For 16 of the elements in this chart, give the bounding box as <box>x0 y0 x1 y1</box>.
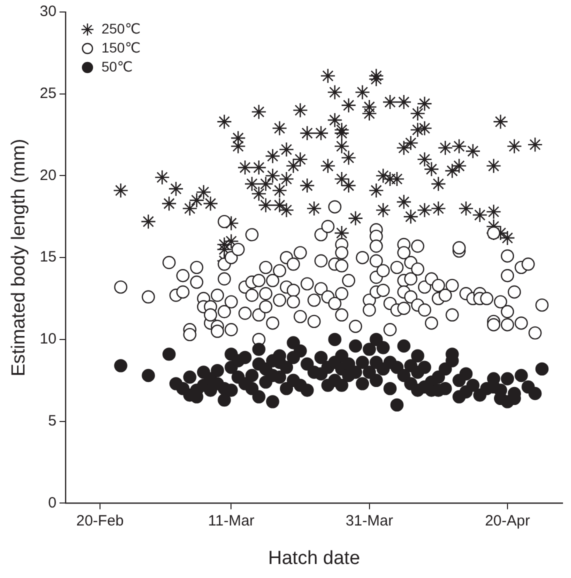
x-tick-label: 11-Mar <box>208 512 254 530</box>
legend-label: 250℃ <box>101 20 141 36</box>
x-axis-title: Hatch date <box>268 548 360 569</box>
y-tick-label: 5 <box>48 412 56 430</box>
x-tick-label: 20-Feb <box>76 512 124 530</box>
y-tick-label: 20 <box>40 166 56 184</box>
y-tick-label: 30 <box>40 3 56 20</box>
y-tick-label: 15 <box>40 248 56 266</box>
y-tick-label: 10 <box>40 330 56 348</box>
x-tick-label: 31-Mar <box>346 512 394 530</box>
y-tick-label: 0 <box>48 494 56 512</box>
y-axis-title: Estimated body length (mm) <box>8 138 30 376</box>
y-tick-label: 25 <box>40 85 56 102</box>
legend-label: 50℃ <box>101 58 133 74</box>
legend-label: 150℃ <box>101 39 141 56</box>
x-tick-label: 20-Apr <box>484 512 530 530</box>
